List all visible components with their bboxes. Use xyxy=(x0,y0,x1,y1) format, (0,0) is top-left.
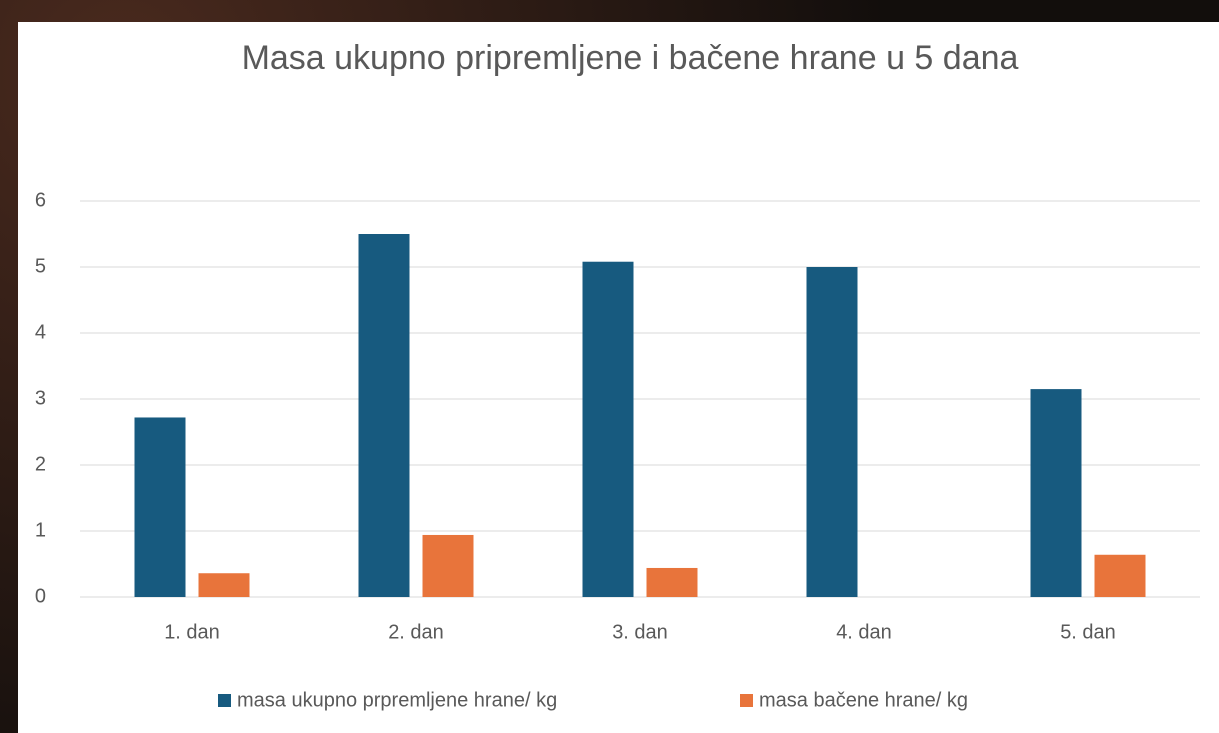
bar xyxy=(583,262,634,597)
bar xyxy=(135,417,186,597)
bar xyxy=(359,234,410,597)
bar xyxy=(807,267,858,597)
bar xyxy=(1031,389,1082,597)
y-tick-label: 1 xyxy=(35,519,46,541)
x-tick-label: 5. dan xyxy=(1060,621,1116,643)
y-tick-label: 6 xyxy=(35,189,46,211)
x-tick-label: 4. dan xyxy=(836,621,892,643)
bar xyxy=(423,535,474,597)
legend-label: masa bačene hrane/ kg xyxy=(759,689,968,711)
bar xyxy=(1095,555,1146,597)
chart: 0 1 2 3 4 5 6 1. dan 2. dan 3. dan 4. dan 5. dan mas… xyxy=(0,0,1219,733)
legend-swatch xyxy=(740,694,753,707)
y-tick-label: 4 xyxy=(35,321,46,343)
bar xyxy=(647,568,698,597)
legend-label: masa ukupno prpremljene hrane/ kg xyxy=(237,689,557,711)
y-tick-label: 2 xyxy=(35,453,46,475)
background: 0 1 2 3 4 5 6 1. dan 2. dan 3. dan 4. dan 5. dan mas… xyxy=(0,0,1219,733)
y-tick-label: 5 xyxy=(35,255,46,277)
x-tick-label: 3. dan xyxy=(612,621,668,643)
legend-swatch xyxy=(218,694,231,707)
bar xyxy=(199,573,250,597)
y-tick-label: 3 xyxy=(35,387,46,409)
x-tick-label: 2. dan xyxy=(388,621,444,643)
chart-title: Masa ukupno pripremljene i bačene hrane … xyxy=(170,30,1090,86)
y-tick-label: 0 xyxy=(35,585,46,607)
x-tick-label: 1. dan xyxy=(164,621,220,643)
